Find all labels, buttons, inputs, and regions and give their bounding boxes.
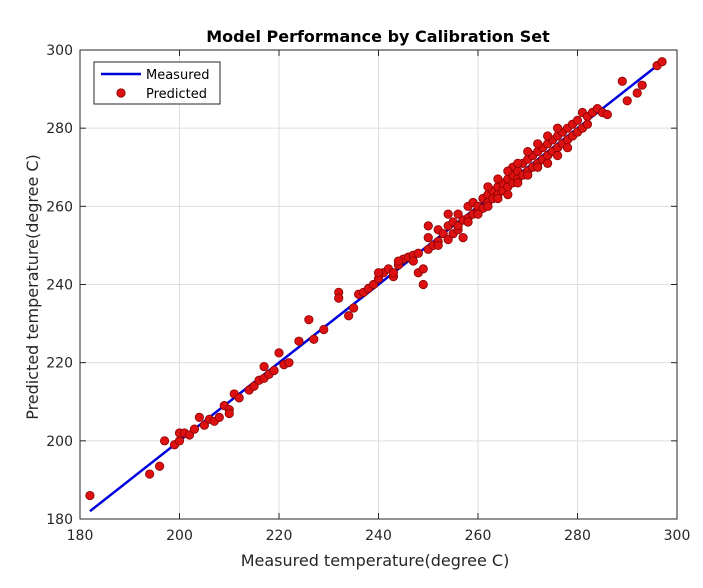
predicted-point: [453, 209, 463, 219]
predicted-point: [284, 358, 294, 368]
predicted-point: [274, 348, 284, 358]
predicted-point: [503, 190, 513, 200]
predicted-point: [174, 436, 185, 446]
x-tick-labels: 180 200 220 240 260 280 300: [67, 528, 691, 544]
legend-box: [93, 61, 221, 105]
x-tick-label: 300: [664, 528, 691, 544]
y-tick-label: 280: [46, 121, 73, 137]
predicted-point: [473, 209, 483, 219]
predicted-point: [349, 303, 359, 313]
predicted-point: [393, 256, 403, 266]
predicted-point: [617, 76, 627, 86]
y-tick-label: 180: [46, 512, 73, 528]
predicted-point: [443, 234, 453, 245]
predicted-point: [513, 178, 523, 188]
predicted-point: [418, 279, 428, 290]
predicted-point: [189, 424, 200, 434]
predicted-point: [453, 221, 463, 231]
x-axis-label: Measured temperature(degree C): [241, 551, 510, 570]
predicted-point: [463, 217, 473, 227]
predicted-point: [294, 336, 304, 346]
predicted-point: [433, 240, 443, 251]
predicted-point: [184, 430, 195, 440]
y-tick-label: 220: [46, 356, 73, 372]
predicted-point: [483, 201, 493, 211]
predicted-point: [493, 193, 503, 204]
predicted-point: [552, 123, 563, 133]
predicted-point: [309, 334, 319, 344]
x-tick-label: 200: [166, 528, 193, 544]
predicted-point: [388, 268, 399, 278]
predicted-point: [159, 436, 170, 446]
predicted-point: [85, 490, 95, 501]
predicted-point: [562, 143, 573, 153]
predicted-point: [513, 158, 523, 168]
chart-title: Model Performance by Calibration Set: [206, 27, 550, 46]
predicted-point: [572, 115, 583, 125]
predicted-point: [423, 233, 433, 243]
y-tick-labels: 180 200 220 240 260 280 300: [46, 43, 73, 528]
predicted-point: [657, 57, 667, 67]
predicted-point: [344, 311, 354, 321]
x-tick-label: 240: [365, 528, 392, 544]
y-axis-label: Predicted temperature(degree C): [23, 154, 42, 420]
predicted-point: [438, 229, 448, 239]
predicted-point: [199, 420, 209, 430]
predicted-point: [533, 139, 543, 149]
legend-label-measured: Measured: [146, 68, 210, 83]
x-tick-label: 220: [266, 528, 293, 544]
predicted-point: [269, 365, 279, 376]
predicted-point: [194, 412, 204, 422]
legend-marker-swatch: [116, 88, 126, 98]
predicted-point: [224, 408, 234, 419]
predicted-point: [503, 166, 513, 176]
predicted-point: [259, 361, 269, 372]
predicted-point: [304, 315, 314, 325]
predicted-point: [637, 80, 647, 90]
predicted-point: [543, 131, 553, 141]
y-tick-label: 200: [46, 434, 73, 450]
axis-ticks: [79, 49, 678, 520]
predicted-point: [483, 182, 493, 192]
predicted-point: [423, 221, 433, 231]
predicted-point: [373, 268, 384, 278]
predicted-point: [443, 209, 453, 219]
predicted-point: [543, 158, 553, 168]
predicted-point: [413, 248, 423, 258]
predicted-point: [458, 233, 468, 243]
x-tick-label: 180: [67, 528, 94, 544]
predicted-point: [334, 293, 344, 303]
predicted-point: [632, 88, 642, 98]
legend-label-predicted: Predicted: [146, 87, 207, 102]
predicted-point: [214, 412, 224, 422]
predicted-point: [249, 381, 259, 391]
predicted-point: [622, 96, 632, 106]
x-tick-label: 260: [465, 528, 492, 544]
predicted-point: [155, 461, 165, 471]
y-tick-label: 300: [46, 43, 73, 59]
predicted-points-layer: [85, 57, 667, 501]
predicted-point: [523, 147, 533, 157]
predicted-point: [523, 170, 533, 180]
predicted-point: [493, 174, 503, 184]
x-tick-label: 280: [564, 528, 591, 544]
predicted-point: [145, 469, 155, 479]
predicted-point: [368, 279, 379, 290]
predicted-point: [418, 264, 428, 274]
predicted-point: [533, 162, 543, 172]
predicted-point: [408, 256, 418, 266]
predicted-point: [319, 324, 329, 335]
predicted-point: [602, 109, 612, 120]
y-tick-label: 240: [46, 278, 73, 294]
predicted-point: [234, 393, 244, 403]
y-tick-label: 260: [46, 199, 73, 215]
predicted-point: [552, 150, 563, 161]
predicted-point: [582, 119, 593, 129]
legend: Measured Predicted: [93, 61, 221, 105]
